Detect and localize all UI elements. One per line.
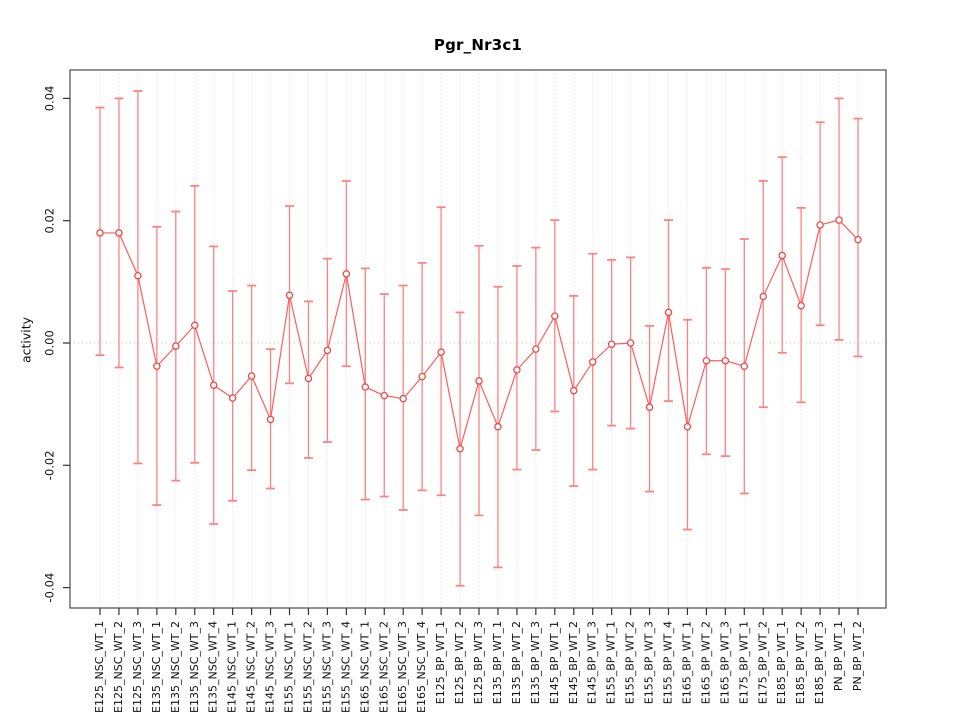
data-point-marker xyxy=(153,362,161,370)
data-point-marker xyxy=(323,346,332,355)
x-tick-label: PN_BP_WT_2 xyxy=(851,621,864,691)
x-tick-label: E135_NSC_WT_2 xyxy=(169,621,182,713)
x-tick-label: E155_BP_WT_2 xyxy=(624,621,637,704)
x-tick-label: E125_BP_WT_1 xyxy=(434,621,447,704)
data-point-marker xyxy=(304,374,313,383)
x-tick-label: E145_NSC_WT_3 xyxy=(264,621,277,713)
plot-border xyxy=(69,69,887,609)
data-point-marker xyxy=(228,394,237,402)
x-tick-label: E135_BP_WT_2 xyxy=(510,621,523,704)
data-point-marker xyxy=(570,386,578,395)
data-point-marker xyxy=(532,345,540,353)
data-point-marker xyxy=(361,383,370,391)
x-tick-label: E185_BP_WT_3 xyxy=(813,621,826,704)
x-tick-label: E165_BP_WT_2 xyxy=(699,621,712,704)
x-tick-label: E155_NSC_WT_4 xyxy=(339,621,352,713)
data-point-marker xyxy=(96,229,104,237)
y-tick-label: -0.04 xyxy=(43,573,57,603)
x-tick-label: E165_NSC_WT_4 xyxy=(415,621,428,713)
chart-title: Pgr_Nr3c1 xyxy=(433,36,523,54)
x-tick-label: E145_BP_WT_3 xyxy=(586,621,599,704)
data-point-marker xyxy=(645,403,654,411)
x-tick-label: E145_NSC_WT_2 xyxy=(245,621,258,713)
data-point-marker xyxy=(456,445,464,453)
data-point-marker xyxy=(721,356,730,365)
data-point-marker xyxy=(740,362,749,370)
data-point-marker xyxy=(437,348,445,356)
data-point-marker xyxy=(683,423,692,431)
x-tick-label: E165_NSC_WT_2 xyxy=(377,621,390,713)
data-point-marker xyxy=(778,251,786,260)
data-point-marker xyxy=(607,340,616,348)
x-tick-label: E165_NSC_WT_1 xyxy=(358,621,371,713)
data-point-marker xyxy=(342,270,351,278)
data-point-marker xyxy=(588,358,597,366)
x-tick-label: E135_BP_WT_1 xyxy=(491,621,504,704)
y-tick-label: 0.00 xyxy=(43,330,57,356)
data-point-marker xyxy=(380,391,388,400)
x-tick-label: E155_BP_WT_3 xyxy=(643,621,656,704)
data-point-marker xyxy=(702,356,711,365)
x-tick-label: E135_BP_WT_3 xyxy=(529,621,542,704)
x-tick-label: E145_NSC_WT_1 xyxy=(226,621,239,713)
data-point-marker xyxy=(626,339,635,347)
data-point-marker xyxy=(418,372,426,381)
x-tick-label: E165_BP_WT_3 xyxy=(718,621,731,704)
x-tick-label: E155_NSC_WT_3 xyxy=(320,621,333,713)
data-point-marker xyxy=(134,271,142,280)
x-tick-label: E155_NSC_WT_2 xyxy=(301,621,314,713)
data-point-marker xyxy=(209,381,218,389)
data-point-marker xyxy=(115,229,123,237)
data-point-marker xyxy=(513,366,521,374)
x-tick-label: E135_NSC_WT_3 xyxy=(188,621,201,713)
x-tick-label: E125_NSC_WT_1 xyxy=(93,621,106,713)
x-tick-label: E145_BP_WT_2 xyxy=(567,621,580,704)
y-tick-label: 0.04 xyxy=(43,86,57,112)
x-tick-label: E155_NSC_WT_1 xyxy=(283,621,296,713)
x-tick-label: E125_NSC_WT_2 xyxy=(112,621,125,713)
x-tick-label: E175_BP_WT_1 xyxy=(737,621,750,704)
x-tick-label: PN_BP_WT_1 xyxy=(832,621,845,691)
x-tick-label: E155_BP_WT_1 xyxy=(605,621,618,704)
data-point-marker xyxy=(172,342,180,350)
x-tick-label: E165_BP_WT_1 xyxy=(680,621,693,704)
data-point-marker xyxy=(797,301,805,310)
x-tick-label: E135_NSC_WT_1 xyxy=(150,621,163,713)
data-point-marker xyxy=(759,292,768,301)
x-tick-label: E165_NSC_WT_3 xyxy=(396,621,409,713)
x-tick-label: E135_NSC_WT_4 xyxy=(207,621,220,713)
x-tick-label: E125_NSC_WT_3 xyxy=(131,621,144,713)
y-tick-label: 0.02 xyxy=(43,208,57,234)
data-point-marker xyxy=(551,312,559,320)
data-point-marker xyxy=(816,221,824,229)
data-point-marker xyxy=(664,308,673,317)
x-tick-label: E125_BP_WT_2 xyxy=(453,621,466,704)
y-axis-label: activity xyxy=(18,316,34,364)
x-tick-label: E145_BP_WT_1 xyxy=(548,621,561,704)
y-tick-label: -0.02 xyxy=(43,450,57,480)
data-point-marker xyxy=(854,235,862,244)
data-point-marker xyxy=(399,394,407,403)
x-tick-label: E185_BP_WT_2 xyxy=(794,621,807,704)
x-tick-label: E185_BP_WT_1 xyxy=(775,621,788,704)
data-point-marker xyxy=(835,216,843,224)
data-point-marker xyxy=(475,377,483,385)
data-point-marker xyxy=(247,372,256,380)
data-point-marker xyxy=(285,291,294,300)
data-point-marker xyxy=(190,321,199,330)
x-tick-label: E175_BP_WT_2 xyxy=(756,621,769,704)
x-tick-label: E125_BP_WT_3 xyxy=(472,621,485,704)
data-point-marker xyxy=(494,423,502,431)
x-tick-label: E155_BP_WT_4 xyxy=(662,621,675,704)
data-point-marker xyxy=(266,415,275,424)
